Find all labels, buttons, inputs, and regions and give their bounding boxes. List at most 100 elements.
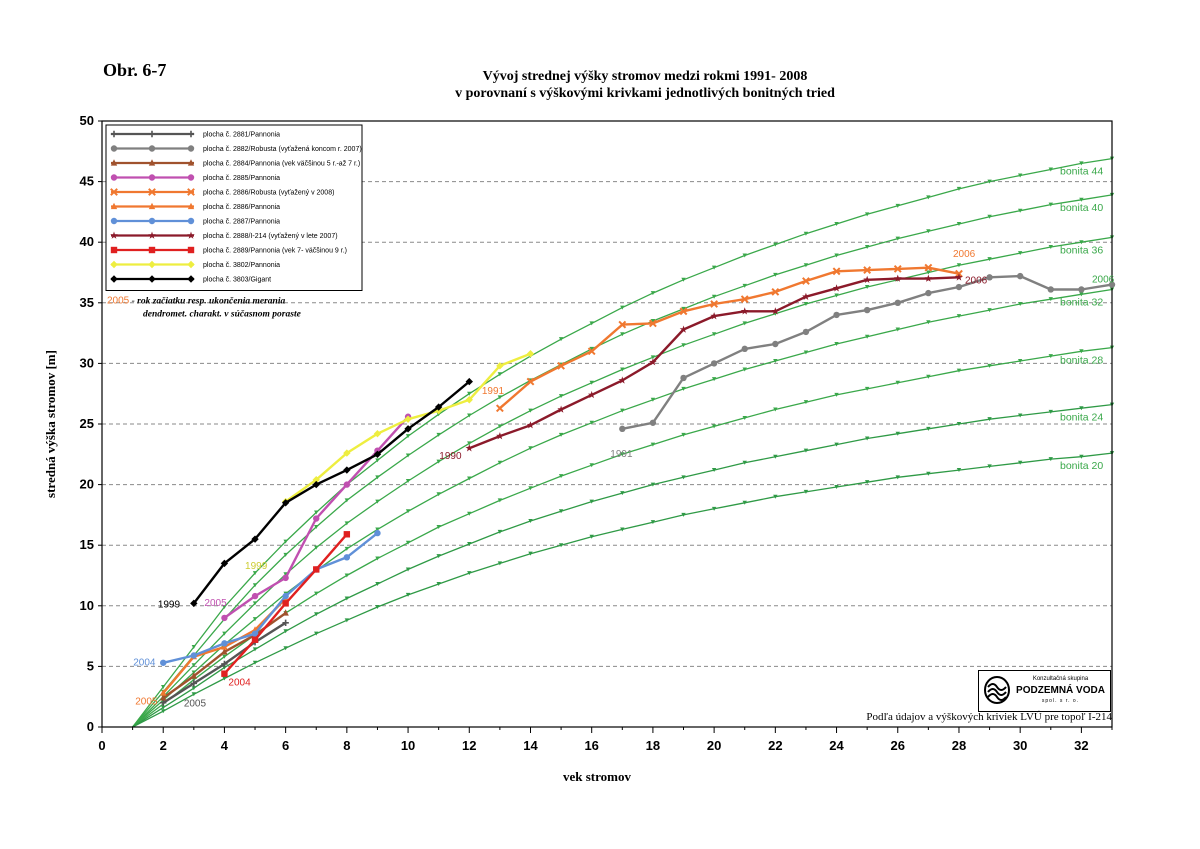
x-tick-label: 8 (343, 738, 350, 753)
series-point (313, 515, 320, 522)
bonita-curve-point (314, 525, 319, 530)
bonita-curve-point (1048, 354, 1053, 359)
bonita-curve-point (620, 452, 625, 457)
legend-swatch-marker (110, 202, 118, 210)
bonita-curve-point (375, 499, 380, 504)
series-point (343, 466, 351, 474)
bonita-curve-point (926, 471, 931, 476)
bonita-curve-point (252, 571, 258, 576)
bonita-curve-point (314, 545, 319, 550)
x-tick-label: 18 (646, 738, 660, 753)
bonita-curve-point (895, 327, 900, 332)
series-point (160, 699, 167, 706)
bonita-curve-point (558, 394, 564, 399)
bonita-curve-point (620, 305, 625, 310)
series-point (526, 350, 535, 358)
chart-title: Vývoj strednej výšky stromov medzi rokmi… (380, 68, 910, 102)
bonita-curve-point (681, 306, 686, 311)
bonita-curve-point (620, 367, 625, 372)
legend-note-line-2: dendromet. charakt. v súčasnom poraste (143, 310, 302, 320)
x-tick-label: 28 (952, 738, 966, 753)
bonita-curve-point (1079, 406, 1084, 411)
bonita-curve-point (1048, 167, 1053, 172)
bonita-curve-point (405, 592, 411, 597)
y-tick-label: 45 (80, 174, 94, 189)
bonita-curve-point (314, 612, 319, 617)
bonita-curve-point (742, 283, 747, 288)
bonita-curve-point (987, 179, 992, 184)
year-annotations: 1999 2005 1999 2004 2005 2004 2005 1991 1991 1990… (133, 249, 1114, 710)
legend-label: plocha č. 2882/Robusta (vyťažená koncom … (203, 146, 362, 153)
series-point (221, 648, 228, 655)
series-point (190, 672, 198, 679)
bonita-curve-point (222, 665, 227, 670)
bonita-curve-1: bonita 40 (132, 192, 1115, 728)
bonita-curve-point (987, 464, 992, 469)
bonita-curve-point (987, 257, 992, 262)
series-point (343, 554, 351, 561)
bonita-curve-point (558, 337, 564, 342)
year-annotation: 2004 (228, 678, 251, 689)
series-point (465, 444, 474, 452)
bonita-curve-point (926, 426, 931, 431)
series-point (741, 345, 748, 353)
logo-sub-text: spol. s r. o. (1041, 698, 1080, 704)
bonita-curve-point (650, 355, 656, 360)
bonita-curve-point (895, 236, 900, 241)
x-tick-label: 0 (98, 738, 105, 753)
legend-note-year: 2005 (107, 296, 130, 307)
year-annotation: 2004 (133, 658, 156, 669)
bonita-curve-point (956, 222, 962, 227)
series-point (587, 347, 596, 356)
bonita-curve-point (191, 645, 197, 650)
series-point (1016, 272, 1024, 280)
bonita-curve-point (191, 686, 197, 691)
bonita-curve-point (650, 397, 656, 402)
series-point (649, 319, 657, 328)
bonita-curve-point (497, 372, 503, 377)
bonita-curve-point (436, 554, 441, 559)
bonita-curve-point (864, 436, 870, 441)
legend-swatch-marker (187, 231, 195, 239)
x-tick-label: 4 (221, 738, 229, 753)
bonita-curve-point (344, 573, 350, 578)
legend-swatch-marker (187, 174, 195, 181)
bonita-curve-point (558, 543, 564, 548)
year-annotation: 2006 (965, 275, 988, 286)
series-point (190, 680, 198, 687)
bonita-curve-label: bonita 36 (1060, 244, 1103, 256)
bonita-curve-point (773, 454, 778, 459)
bonita-curve-point (773, 242, 778, 247)
series-line (192, 380, 471, 605)
bonita-curve-point (589, 346, 594, 351)
bonita-curve-point (161, 685, 166, 690)
bonita-curve-point (283, 552, 288, 557)
series-point (832, 284, 841, 292)
legend-swatch-marker (148, 130, 156, 138)
series-point (771, 307, 780, 315)
series-point (771, 287, 780, 296)
bonita-curve-point (222, 654, 227, 659)
year-annotation: 1999 (158, 599, 181, 610)
bonita-curve-point (803, 489, 809, 494)
bonita-curve-point (344, 596, 350, 601)
bonita-curve-point (620, 491, 625, 496)
bonita-curve-point (1079, 349, 1084, 354)
legend: plocha č. 2881/Pannonia plocha č. 2882/Ro… (105, 124, 363, 320)
bonita-curve-point (1017, 302, 1023, 307)
series-point (373, 450, 382, 458)
bonita-curve-point (926, 229, 931, 234)
bonita-curve-point (864, 285, 870, 290)
y-tick-label: 20 (80, 477, 94, 492)
legend-item: plocha č. 3802/Pannonia (110, 260, 280, 269)
bonita-curve-point (864, 212, 870, 217)
bonita-curve-point (497, 561, 503, 566)
series-point (160, 694, 167, 701)
bonita-curve-point (467, 441, 472, 446)
series-point (282, 619, 289, 626)
series-point (1078, 286, 1085, 293)
legend-swatch-marker (187, 246, 195, 254)
series-point (618, 376, 627, 384)
bonita-curve-point (620, 332, 625, 337)
